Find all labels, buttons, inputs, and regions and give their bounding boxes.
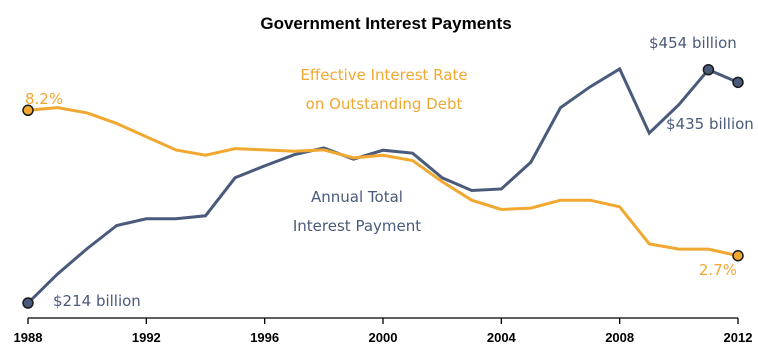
x-tick-label: 2000 [369, 330, 398, 345]
rate-end-label: 2.7% [699, 261, 737, 279]
x-tick-label: 2004 [487, 330, 517, 345]
chart-title: Government Interest Payments [260, 14, 511, 33]
payment-point-marker [702, 63, 715, 76]
payment-end-label: $435 billion [666, 115, 754, 133]
rate-series-label-line2: on Outstanding Debt [306, 95, 463, 113]
rate-point-marker [732, 249, 744, 262]
rate-series-label-line1: Effective Interest Rate [300, 66, 467, 84]
x-axis: 1988 1992 1996 2000 2004 2008 2012 [14, 317, 753, 345]
payment-start-label: $214 billion [53, 292, 141, 310]
rate-point-marker [22, 104, 34, 117]
x-tick-label: 2008 [605, 330, 634, 345]
payment-point-marker [22, 297, 34, 309]
rate-start-label: 8.2% [25, 90, 63, 108]
x-tick-label: 1992 [132, 330, 161, 345]
x-tick-label: 1996 [250, 330, 279, 345]
payment-series-label-line2: Interest Payment [293, 217, 421, 235]
payment-series-line [26, 66, 739, 305]
payment-series-label-line1: Annual Total [311, 188, 403, 206]
payment-point-marker [732, 76, 744, 89]
x-tick-label: 2012 [724, 330, 753, 345]
x-tick-label: 1988 [14, 330, 43, 345]
payment-peak-label: $454 billion [649, 34, 737, 52]
rate-series-line [27, 106, 739, 258]
plot-area [26, 66, 739, 305]
